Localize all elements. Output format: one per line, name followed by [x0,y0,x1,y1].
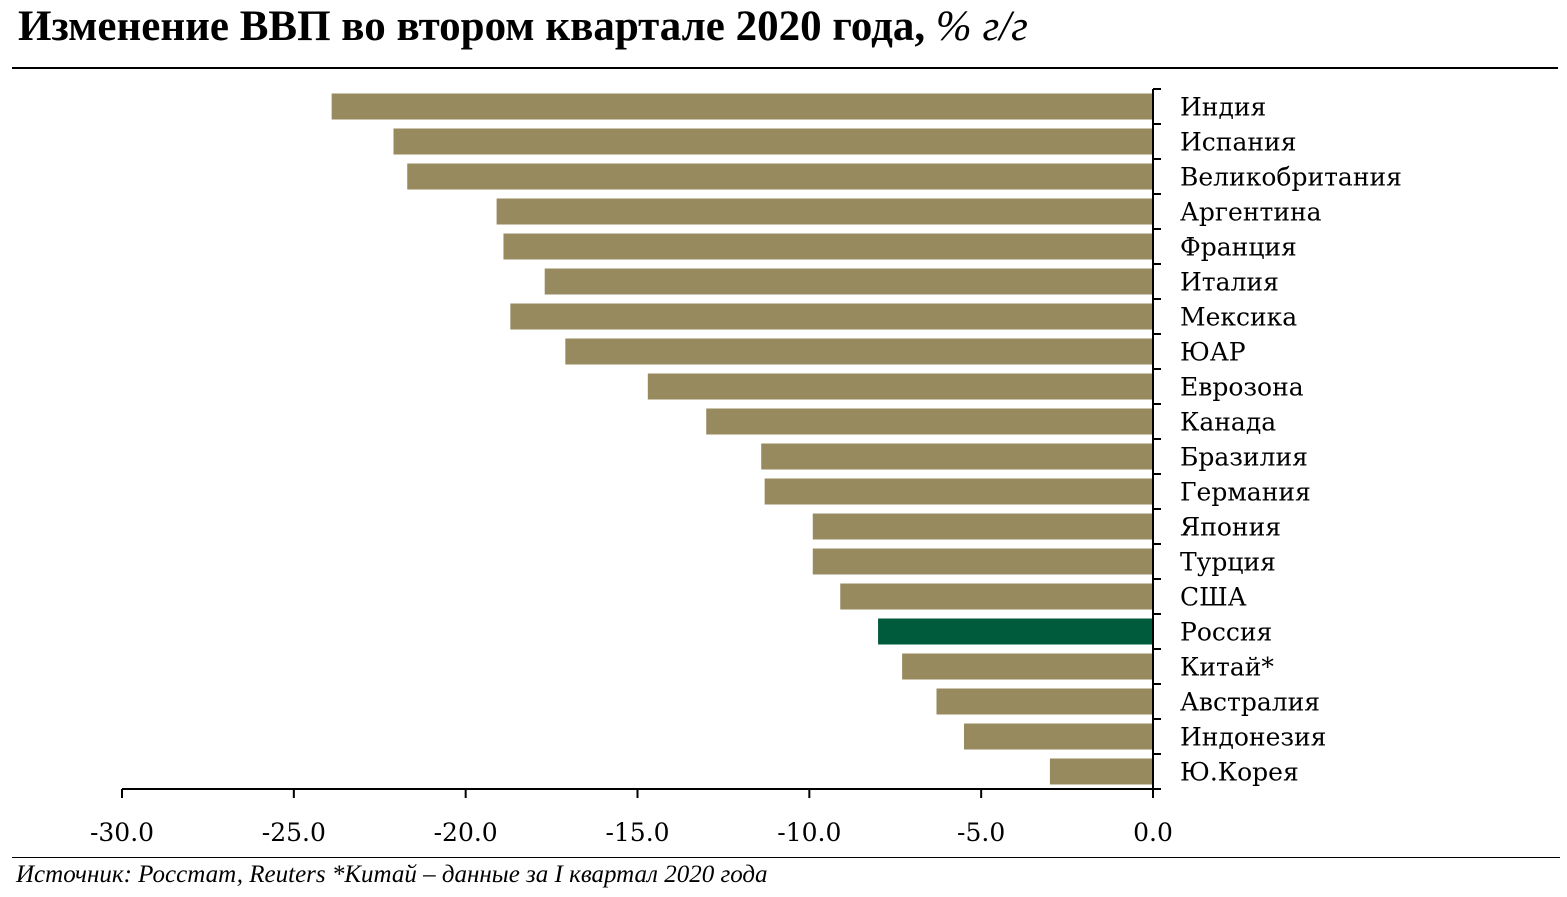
bar-item-12 [812,513,1153,540]
category-label: Великобритания [1180,163,1402,192]
labels-group: -30.0 -25.0 -20.0 -15.0 -10.0 -5.0 0.0 Индия Исп… [90,93,1402,848]
bar-item-13 [812,548,1153,575]
axes-group [121,88,1161,798]
bar-item-11 [764,478,1153,505]
category-label: Китай* [1180,653,1274,682]
category-label: Россия [1180,618,1272,647]
category-label: Австралия [1180,688,1320,717]
source-note: Источник: Росстат, Reuters *Китай – данн… [16,861,768,888]
category-label: Индия [1180,93,1266,122]
x-tick-label: -30.0 [90,818,154,847]
bar-item-19 [1049,758,1153,785]
category-label: ЮАР [1180,338,1246,367]
bar-item-16 [902,653,1153,680]
chart-title-main: Изменение ВВП во втором квартале 2020 го… [18,3,926,50]
bar-item-6 [510,303,1153,330]
category-label: Италия [1180,268,1279,297]
category-label: США [1180,583,1247,612]
chart-title-unit: % г/г [935,3,1028,50]
chart-title: Изменение ВВП во втором квартале 2020 го… [18,2,1028,51]
bar-item-9 [706,408,1153,435]
bar-item-4 [503,233,1154,260]
x-tick-label: -25.0 [262,818,326,847]
bars-group [331,93,1154,785]
category-label: Испания [1180,128,1296,157]
bar-item-2 [407,163,1153,190]
category-label: Индонезия [1180,723,1326,752]
source-divider [12,857,1560,858]
x-tick-label: 0.0 [1133,818,1173,847]
bar-item-8 [647,373,1153,400]
bar-item-15 [878,618,1153,645]
category-label: Аргентина [1180,198,1322,227]
bar-item-3 [496,198,1153,225]
category-label: Бразилия [1180,443,1308,472]
x-tick-label: -15.0 [605,818,669,847]
category-label: Франция [1180,233,1297,262]
x-tick-label: -20.0 [434,818,498,847]
category-label: Япония [1180,513,1281,542]
bar-item-18 [963,723,1153,750]
x-tick-label: -10.0 [777,818,841,847]
bar-item-10 [761,443,1153,470]
category-label: Германия [1180,478,1311,507]
category-label: Канада [1180,408,1276,437]
bar-item-5 [544,268,1153,295]
x-tick-label: -5.0 [957,818,1005,847]
category-label: Еврозона [1180,373,1304,402]
category-label: Ю.Корея [1180,758,1299,787]
category-label: Мексика [1180,303,1297,332]
bar-item-0 [331,93,1153,120]
bar-item-17 [936,688,1153,715]
bar-item-1 [393,128,1153,155]
title-divider [12,67,1558,69]
bar-item-14 [840,583,1153,610]
category-label: Турция [1180,548,1276,577]
bar-item-7 [565,338,1153,365]
